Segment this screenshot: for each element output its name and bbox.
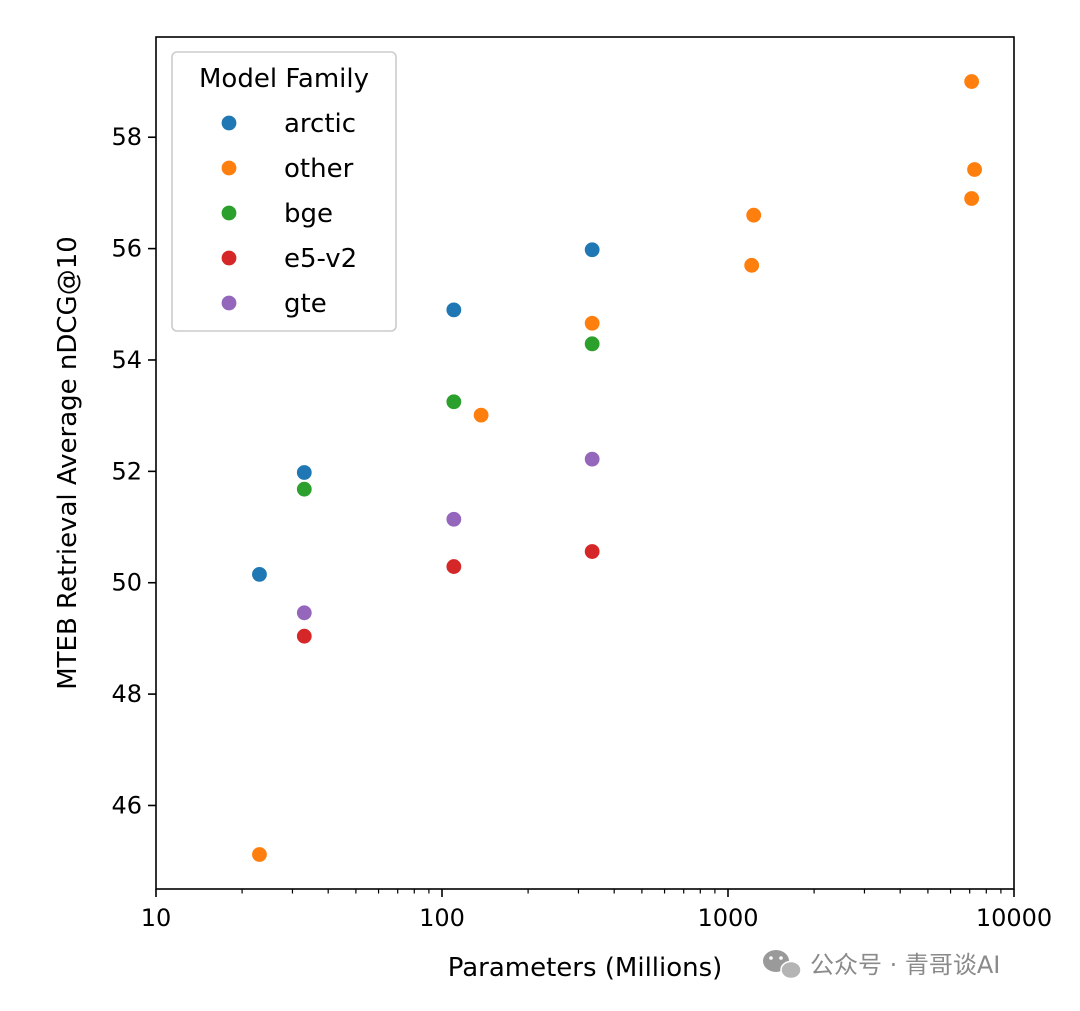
data-point-e5-v2: [445, 557, 463, 576]
x-tick-label: 1000: [697, 904, 758, 932]
legend: Model Family arctic other bge e5-v2 gte: [171, 51, 397, 332]
plot-frame: [155, 36, 1015, 890]
y-tick-label: 46: [111, 791, 142, 819]
x-tick-label: 10000: [976, 904, 1052, 932]
data-point-other: [250, 845, 269, 864]
data-point-arctic: [295, 463, 313, 482]
data-point-other: [963, 72, 981, 91]
data-point-arctic: [250, 565, 269, 583]
series-gte: [295, 450, 601, 622]
legend-marker-arctic: [220, 114, 238, 132]
watermark-text: 公众号 · 青哥谈AI: [810, 951, 1000, 979]
data-point-other: [745, 206, 763, 224]
series-e5-v2: [295, 542, 601, 645]
legend-label-gte: gte: [284, 289, 327, 319]
legend-marker-e5-v2: [220, 249, 238, 267]
x-tick-label: 100: [419, 904, 465, 932]
legend-title: Model Family: [199, 64, 369, 94]
data-point-bge: [295, 480, 313, 498]
data-point-e5-v2: [295, 627, 313, 645]
data-points-layer: [250, 72, 984, 864]
data-point-gte: [445, 510, 463, 528]
data-point-other: [963, 189, 981, 208]
data-point-arctic: [583, 241, 601, 259]
x-tick-label: 10: [141, 904, 172, 932]
data-point-bge: [445, 393, 463, 411]
data-point-e5-v2: [583, 542, 601, 561]
legend-marker-other: [220, 159, 238, 177]
y-tick-label: 58: [111, 123, 142, 151]
y-tick-label: 52: [111, 457, 142, 485]
legend-label-arctic: arctic: [284, 109, 356, 139]
y-tick-label: 54: [111, 346, 142, 374]
y-tick-label: 50: [111, 569, 142, 597]
y-tick-label: 48: [111, 680, 142, 708]
legend-label-e5-v2: e5-v2: [284, 244, 357, 274]
series-bge: [295, 335, 601, 498]
data-point-bge: [583, 335, 601, 353]
series-arctic: [250, 241, 601, 583]
watermark: 公众号 · 青哥谈AI: [763, 950, 1000, 980]
legend-marker-bge: [220, 204, 238, 222]
y-tick-label: 56: [111, 235, 142, 263]
legend-label-other: other: [284, 154, 354, 184]
data-point-gte: [583, 450, 601, 468]
legend-marker-gte: [220, 294, 238, 312]
data-point-other: [965, 160, 984, 179]
data-point-other: [583, 314, 601, 332]
axis-ticks-layer: 10 100 1000 10000 46 48 50 52 54 56 58: [111, 123, 1052, 932]
data-point-other: [743, 256, 761, 274]
x-axis-label: Parameters (Millions): [448, 953, 723, 983]
data-point-other: [472, 406, 490, 424]
legend-entries: arctic other bge e5-v2 gte: [220, 109, 357, 319]
wechat-icon: [763, 950, 802, 980]
data-point-arctic: [445, 301, 463, 319]
legend-label-bge: bge: [284, 199, 333, 229]
series-other: [250, 72, 984, 864]
data-point-gte: [295, 604, 313, 622]
y-axis-label: MTEB Retrieval Average nDCG@10: [53, 236, 83, 690]
